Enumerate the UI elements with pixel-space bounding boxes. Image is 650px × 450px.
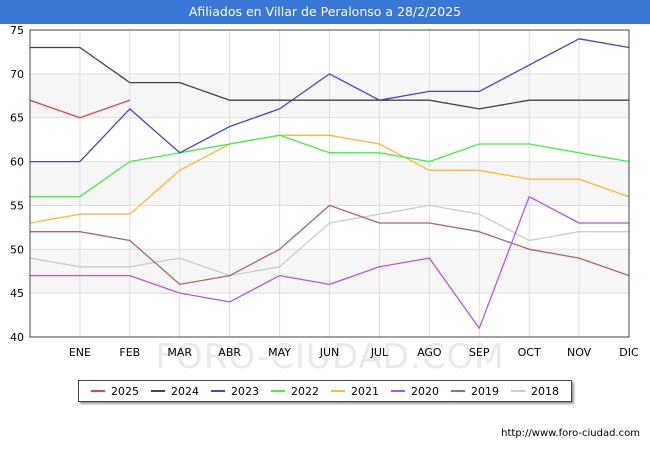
legend-label: 2021 [351,384,379,398]
series-lines [29,38,630,329]
x-tick-label: DIC [619,346,639,359]
legend-label: 2024 [171,384,199,398]
watermark-text: FORO-CIUDAD.COM [155,337,504,377]
legend-item-2022: 2022 [271,385,319,398]
series-line-2024 [30,46,629,110]
y-tick-label: 45 [10,287,24,300]
legend-item-2021: 2021 [331,385,379,398]
legend-label: 2018 [531,384,559,398]
legend-item-2025: 2025 [91,385,139,398]
x-tick-label: ABR [218,346,241,359]
x-tick-label: NOV [567,346,592,359]
legend-swatch [331,390,345,392]
x-tick-label: AGO [417,346,442,359]
series-line-2018 [29,204,629,277]
legend-swatch [91,390,105,392]
x-tick-label: OCT [518,346,541,359]
series-line-2020 [30,196,629,329]
legend-item-2018: 2018 [511,385,559,398]
legend-swatch [151,390,165,392]
source-url[interactable]: http://www.foro-ciudad.com [501,428,640,439]
legend-swatch [511,390,525,392]
y-tick-label: 65 [10,112,24,125]
legend-swatch [391,390,405,392]
y-axis-ticks: 40 45 50 55 60 65 70 75 [10,24,24,344]
y-tick-label: 40 [10,331,24,344]
x-tick-label: JUL [370,346,389,359]
series-line-2022 [30,134,630,198]
x-tick-label: FEB [119,346,140,359]
x-tick-label: MAR [167,346,192,359]
y-tick-label: 50 [10,243,24,256]
legend-label: 2020 [411,384,439,398]
legend: 2025 2024 2023 2022 2021 2020 2019 2018 [78,380,572,402]
legend-label: 2022 [291,384,319,398]
chart-title: Afiliados en Villar de Peralonso a 28/2/… [0,0,650,24]
legend-item-2024: 2024 [151,385,199,398]
x-tick-label: ENE [69,346,91,359]
legend-swatch [451,390,465,392]
y-tick-label: 55 [10,199,24,212]
legend-swatch [211,390,225,392]
legend-label: 2023 [231,384,259,398]
series-line-2023 [30,38,630,163]
y-tick-label: 60 [10,156,24,169]
series-line-2019 [30,204,630,286]
plot-frame [29,29,630,338]
legend-label: 2019 [471,384,499,398]
x-tick-label: MAY [268,346,291,359]
x-tick-label: JUN [319,346,340,359]
series-line-2025 [29,99,131,119]
legend-label: 2025 [111,384,139,398]
series-line-2021 [29,134,630,224]
legend-item-2023: 2023 [211,385,259,398]
x-axis-ticks: ENE FEB MAR ABR MAY JUN JUL AGO SEP OCT NOV DIC [69,346,639,359]
legend-swatch [271,390,285,392]
legend-item-2020: 2020 [391,385,439,398]
x-tick-label: SEP [469,346,490,359]
legend-item-2019: 2019 [451,385,499,398]
y-tick-label: 70 [10,68,24,81]
y-tick-label: 75 [10,24,24,37]
